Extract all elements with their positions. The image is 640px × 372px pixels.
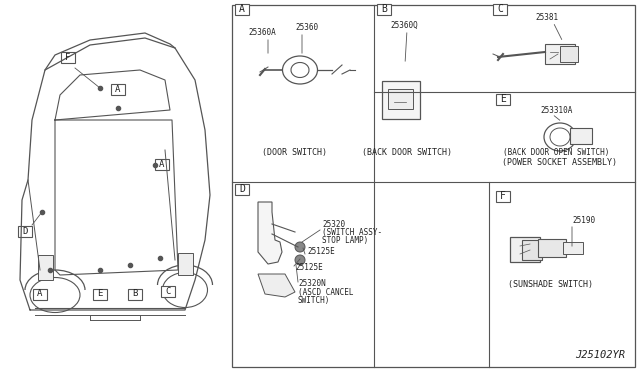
Circle shape	[295, 242, 305, 252]
Text: (BACK DOOR SWITCH): (BACK DOOR SWITCH)	[362, 148, 452, 157]
Bar	[382, 81, 420, 119]
Text: (SWITCH ASSY-: (SWITCH ASSY-	[322, 228, 382, 237]
Text: (POWER SOCKET ASSEMBLY): (POWER SOCKET ASSEMBLY)	[502, 157, 618, 167]
Bar	[493, 4, 507, 15]
Text: (ASCD CANCEL: (ASCD CANCEL	[298, 288, 353, 296]
Bar	[388, 89, 413, 109]
Text: E: E	[500, 94, 506, 104]
Text: B: B	[381, 4, 387, 14]
Text: A: A	[239, 4, 245, 14]
Text: 25190: 25190	[572, 215, 595, 224]
Bar	[235, 4, 249, 15]
Text: B: B	[132, 289, 138, 298]
Text: SWITCH): SWITCH)	[298, 295, 330, 305]
Bar	[570, 128, 592, 144]
Bar	[38, 255, 53, 280]
Text: C: C	[497, 4, 503, 14]
Bar	[33, 289, 47, 300]
Bar	[161, 286, 175, 297]
Text: 25125E: 25125E	[295, 263, 323, 273]
Text: 25320N: 25320N	[298, 279, 326, 289]
Text: 253310A: 253310A	[540, 106, 572, 115]
Bar	[545, 44, 575, 64]
Text: (SUNSHADE SWITCH): (SUNSHADE SWITCH)	[509, 279, 593, 289]
Bar	[232, 5, 635, 367]
Bar	[61, 52, 75, 63]
Text: (DOOR SWITCH): (DOOR SWITCH)	[262, 148, 328, 157]
Bar	[155, 159, 169, 170]
Text: A: A	[159, 160, 164, 169]
Bar	[496, 94, 510, 105]
Text: 25360Q: 25360Q	[390, 20, 418, 29]
Bar	[563, 242, 583, 254]
Bar	[93, 289, 107, 300]
Text: STOP LAMP): STOP LAMP)	[322, 235, 368, 244]
Text: J25102YR: J25102YR	[575, 350, 625, 360]
Bar	[18, 226, 32, 237]
Bar	[538, 239, 566, 257]
Text: 25381: 25381	[535, 13, 558, 22]
Text: C: C	[165, 286, 171, 295]
Text: F: F	[500, 191, 506, 201]
Bar	[560, 46, 578, 62]
Text: (BACK DOOR OPEN SWITCH): (BACK DOOR OPEN SWITCH)	[503, 148, 609, 157]
Bar	[111, 84, 125, 95]
Bar	[510, 237, 540, 262]
Circle shape	[295, 255, 305, 265]
Text: 25320: 25320	[322, 219, 345, 228]
Text: 25125E: 25125E	[307, 247, 335, 257]
Bar	[235, 184, 249, 195]
Polygon shape	[258, 274, 295, 297]
Text: F: F	[65, 52, 70, 61]
Text: E: E	[97, 289, 102, 298]
Text: A: A	[37, 289, 43, 298]
Bar	[522, 240, 542, 260]
Text: D: D	[22, 227, 28, 235]
Bar	[128, 289, 142, 300]
Text: 25360: 25360	[295, 22, 318, 32]
Polygon shape	[258, 202, 282, 264]
Bar	[178, 253, 193, 275]
Text: A: A	[115, 84, 121, 93]
Bar	[496, 191, 510, 202]
Bar	[377, 4, 391, 15]
Text: D: D	[239, 184, 245, 194]
Text: 25360A: 25360A	[248, 28, 276, 36]
